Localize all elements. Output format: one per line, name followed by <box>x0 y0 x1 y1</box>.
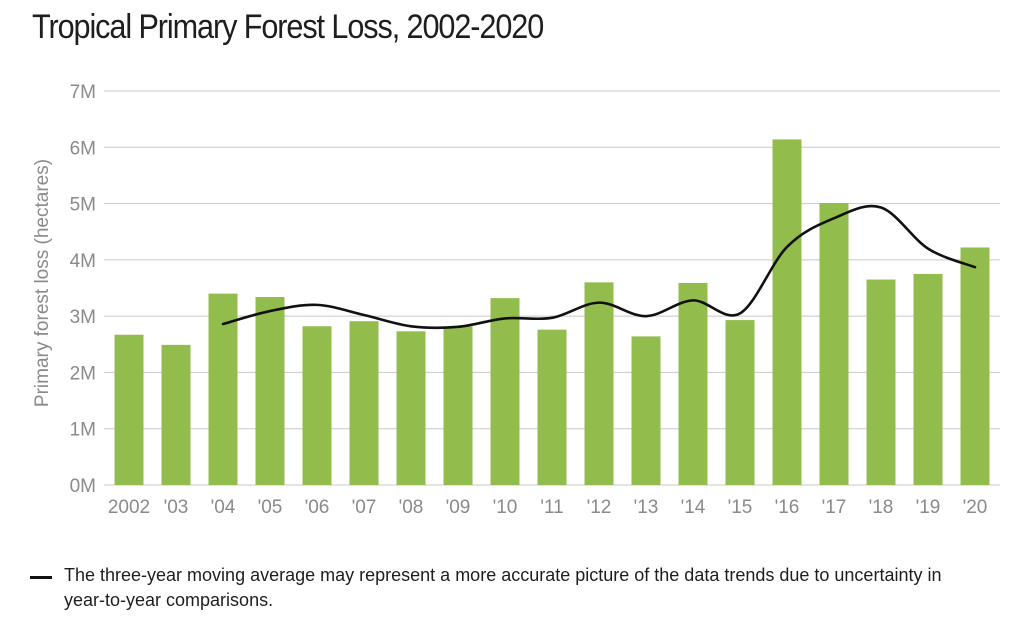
x-tick-label: '15 <box>728 497 753 518</box>
bars <box>114 139 990 486</box>
x-tick-label: 2002 <box>108 497 150 518</box>
x-axis-ticks: 2002 '03 '04 '05 '06 '07 '08 '09 '10 '11 '12 '13 '14… <box>108 497 988 518</box>
chart-area: 0M 1M 2M 3M 4M 5M 6M 7M 2002 '03 '04 '05 '06 '07 '08 '… <box>32 82 1000 518</box>
y-tick-label: 5M <box>70 195 96 216</box>
y-tick-label: 1M <box>70 420 96 441</box>
bar <box>725 320 755 485</box>
bar <box>866 279 896 485</box>
bar <box>913 273 943 485</box>
bar <box>772 139 802 486</box>
moving-average-line <box>221 204 977 330</box>
y-tick-label: 7M <box>70 82 96 103</box>
x-tick-label: '07 <box>352 497 377 518</box>
y-tick-label: 3M <box>70 307 96 328</box>
bar <box>678 282 708 485</box>
bar <box>537 329 567 485</box>
x-tick-label: '16 <box>775 497 800 518</box>
bar <box>490 298 520 485</box>
x-tick-label: '04 <box>211 497 236 518</box>
y-axis-label: Primary forest loss (hectares) <box>32 159 53 407</box>
x-tick-label: '06 <box>305 497 330 518</box>
y-tick-label: 6M <box>70 138 96 159</box>
bar <box>584 282 614 485</box>
bar <box>631 336 661 485</box>
bar <box>302 326 332 485</box>
x-tick-label: '19 <box>916 497 941 518</box>
x-tick-label: '10 <box>493 497 518 518</box>
y-tick-label: 0M <box>70 476 96 497</box>
bar <box>114 334 144 485</box>
x-tick-label: '20 <box>963 497 988 518</box>
x-tick-label: '03 <box>164 497 189 518</box>
x-tick-label: '13 <box>634 497 659 518</box>
x-tick-label: '11 <box>540 497 563 518</box>
chart-title: Tropical Primary Forest Loss, 2002-2020 <box>32 8 544 46</box>
bar <box>396 331 426 485</box>
bar <box>161 344 191 485</box>
bar <box>443 326 473 485</box>
x-tick-label: '08 <box>399 497 424 518</box>
y-tick-label: 4M <box>70 251 96 272</box>
bar <box>349 321 379 485</box>
x-tick-label: '18 <box>869 497 894 518</box>
x-tick-label: '09 <box>446 497 471 518</box>
bar <box>208 293 238 485</box>
y-tick-label: 2M <box>70 363 96 384</box>
legend-text: The three-year moving average may repres… <box>64 565 942 610</box>
bar <box>960 247 990 485</box>
legend-line-swatch <box>30 576 52 579</box>
x-tick-label: '14 <box>681 497 706 518</box>
x-tick-label: '05 <box>258 497 283 518</box>
x-tick-label: '12 <box>587 497 612 518</box>
bar <box>819 203 849 485</box>
y-axis-ticks: 0M 1M 2M 3M 4M 5M 6M 7M <box>70 82 96 497</box>
x-tick-label: '17 <box>822 497 847 518</box>
bar <box>255 297 285 485</box>
